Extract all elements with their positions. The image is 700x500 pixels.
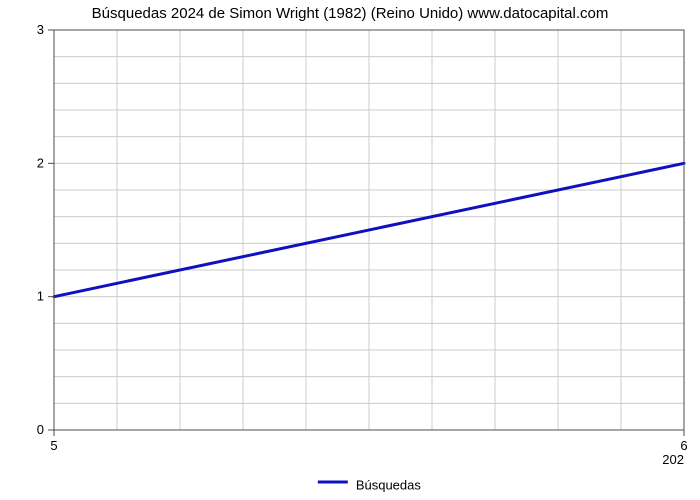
x-tick-label: 5 <box>50 438 57 453</box>
legend-label: Búsquedas <box>356 477 422 492</box>
chart-bg <box>0 0 700 500</box>
footer-text: 202 <box>662 452 684 467</box>
x-tick-label: 6 <box>680 438 687 453</box>
chart-root: 0 1 2 3 5 6 Búsquedas 2024 de Simon Wright (19… <box>0 0 700 500</box>
chart-svg: 0 1 2 3 5 6 Búsquedas 2024 de Simon Wright (19… <box>0 0 700 500</box>
chart-title: Búsquedas 2024 de Simon Wright (1982) (R… <box>92 5 609 22</box>
y-tick-label: 1 <box>37 289 44 304</box>
y-tick-label: 0 <box>37 422 44 437</box>
y-tick-label: 2 <box>37 155 44 170</box>
y-tick-label: 3 <box>37 22 44 37</box>
